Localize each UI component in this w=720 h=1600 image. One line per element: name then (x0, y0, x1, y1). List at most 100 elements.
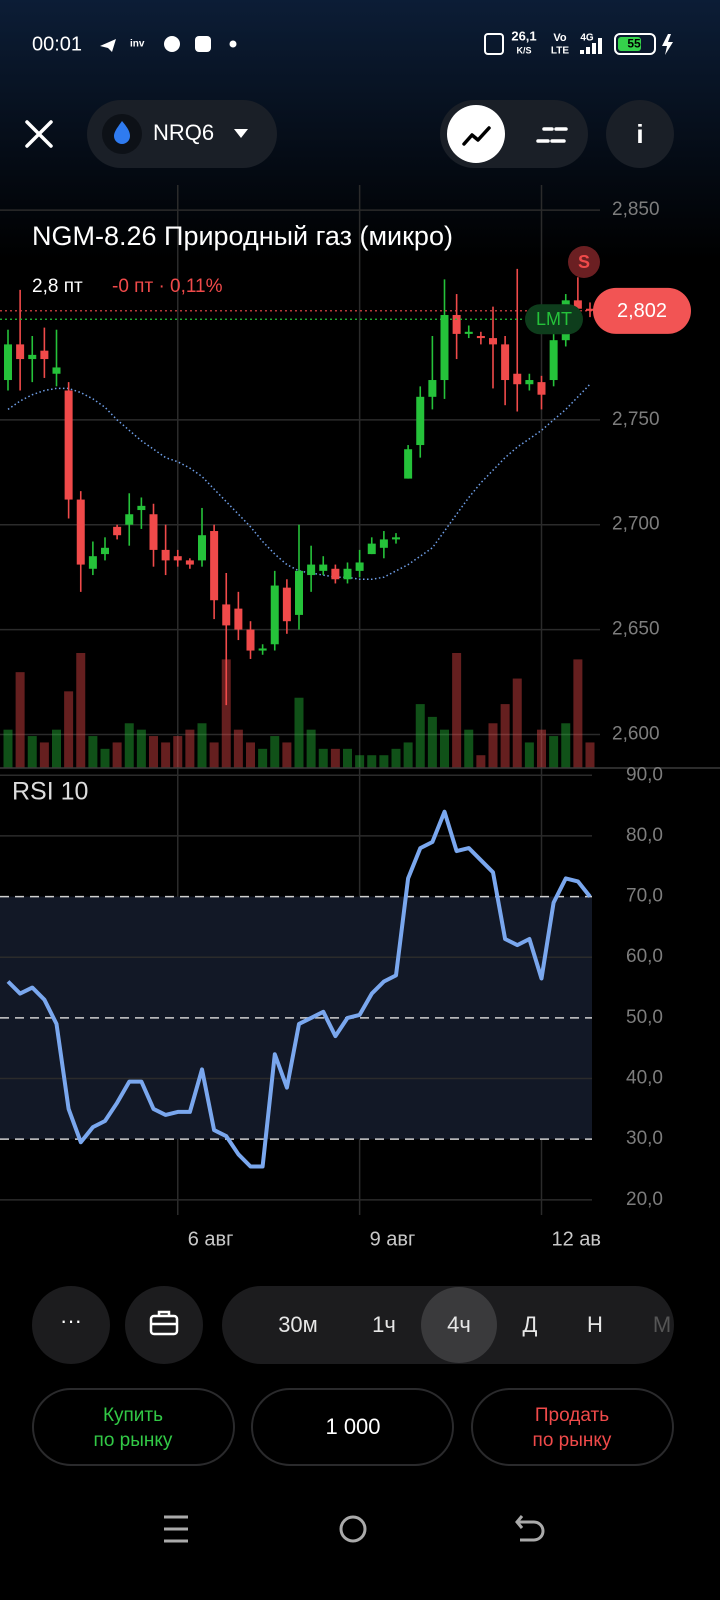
volume-bar (100, 748, 110, 768)
volume-bar (197, 723, 207, 768)
volume-bar (76, 653, 86, 768)
candle-body (343, 568, 352, 580)
charts: 2,850 2,750 2,700 2,650 2,600 LMT 2,802 S NGM-8.… (0, 185, 720, 1250)
volume-bar (88, 736, 98, 768)
volume-bar (39, 742, 49, 768)
candle-body (125, 514, 134, 525)
info-icon: i (636, 119, 643, 149)
volume-bar (355, 755, 365, 768)
candle-body (489, 338, 497, 345)
y-tick-label: 20,0 (626, 1189, 663, 1210)
candle-body (525, 380, 534, 385)
battery-frame (614, 33, 656, 55)
y-tick-label: 70,0 (626, 886, 663, 907)
candle-body (549, 340, 558, 381)
y-tick-label: 60,0 (626, 946, 663, 967)
y-tick-label: 50,0 (626, 1007, 663, 1028)
candle-mode-icon[interactable] (536, 127, 568, 143)
ticker-selector[interactable] (87, 100, 277, 168)
nfc-icon (484, 33, 504, 55)
candle-body (307, 564, 316, 576)
y-tick-label: 80,0 (626, 825, 663, 846)
volume-bar (64, 691, 74, 768)
signal-type: 4G (580, 33, 594, 44)
candle-body (52, 367, 61, 374)
volume-bar (391, 748, 401, 768)
volume-bar (136, 729, 146, 768)
stop-marker-label: S (578, 252, 590, 272)
line-mode-button[interactable] (447, 105, 505, 163)
nav-recents[interactable] (164, 1515, 188, 1543)
ticker: NRQ6 (153, 120, 214, 145)
candle-body (16, 344, 25, 360)
candle-body (295, 570, 303, 615)
charging-icon (662, 34, 673, 55)
volume-bar (233, 729, 243, 768)
buy-button[interactable] (32, 1388, 235, 1466)
rsi-title: RSI 10 (12, 778, 88, 806)
nav-home[interactable] (339, 1515, 367, 1543)
volume-bar (173, 736, 183, 768)
nav-back[interactable] (515, 1515, 545, 1542)
last-price-tag (593, 287, 691, 334)
candle-body (137, 505, 146, 511)
more-icon: ··· (60, 1308, 82, 1333)
buy-label: по рынку (94, 1430, 173, 1451)
timeframe-option[interactable]: Д (523, 1312, 538, 1337)
candle-body (501, 344, 510, 381)
x-tick-label: 12 ав (552, 1228, 602, 1250)
volume-bar (537, 729, 546, 768)
info-button[interactable] (606, 100, 674, 168)
candle-body (331, 568, 340, 580)
timeframes: 30м 1ч 4ч Д Н М (278, 1287, 671, 1363)
candle-body (573, 300, 582, 309)
candle-body (282, 587, 291, 622)
limit-order-tag[interactable] (525, 304, 583, 335)
battery-level (618, 37, 641, 51)
timeframe-option[interactable]: М (653, 1312, 671, 1337)
volume-bar (573, 659, 583, 768)
volume-bar (185, 729, 195, 768)
volume-bar (367, 755, 377, 768)
candle-body (88, 556, 97, 569)
volume-bar (209, 742, 219, 768)
volume-bar (561, 723, 571, 768)
candle-body (173, 556, 182, 561)
moving-average (7, 383, 591, 581)
quantity: 1 000 (325, 1414, 380, 1439)
timeframe-option[interactable]: 30м (278, 1312, 318, 1337)
quantity-field[interactable] (251, 1388, 454, 1466)
status-bar: 00:01 inv 26,1 K/S Vo LTE 4G 55 (32, 28, 673, 57)
candle-body (440, 315, 449, 381)
timeframe-option[interactable]: Н (587, 1312, 603, 1337)
y-tick-label: 30,0 (626, 1128, 663, 1149)
candle-body (513, 373, 522, 385)
candle-body (40, 350, 49, 360)
candle-body (101, 547, 109, 555)
candle-body (28, 354, 37, 360)
close-button[interactable] (25, 120, 53, 148)
stop-marker[interactable] (568, 246, 600, 278)
limit-order-label: LMT (536, 309, 572, 329)
clock: 00:01 (32, 33, 82, 55)
candle-body (210, 531, 219, 601)
timeframe-option[interactable]: 4ч (447, 1312, 471, 1337)
trade-buttons: Купить по рынку 1 000 Продать по рынку (32, 1388, 674, 1466)
volume-bar (415, 704, 425, 768)
net-speed-unit: K/S (516, 45, 531, 55)
more-button[interactable] (32, 1286, 110, 1364)
y-tick-label: 2,600 (612, 723, 660, 744)
volume-bar (161, 742, 171, 768)
x-tick-label: 9 авг (370, 1228, 416, 1250)
volume-bar (585, 742, 595, 768)
sell-button[interactable] (471, 1388, 674, 1466)
rsi-line (6, 809, 592, 1169)
candle-body (416, 396, 425, 446)
candle-body (270, 585, 279, 645)
timeframe-option[interactable]: 1ч (372, 1312, 396, 1337)
volume-bar (270, 736, 280, 768)
gas-flame (114, 121, 130, 144)
volume-bar (476, 755, 486, 768)
